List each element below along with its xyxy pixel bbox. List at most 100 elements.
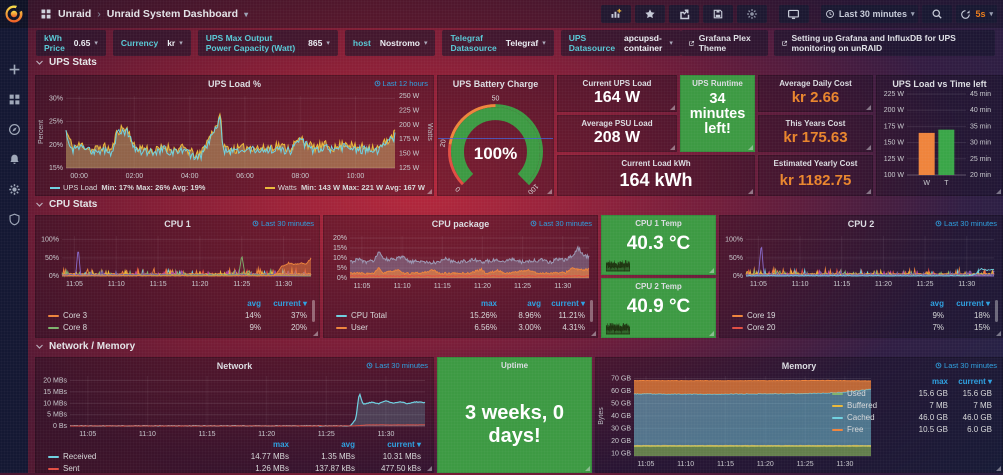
save-button[interactable] <box>702 5 733 23</box>
legend-col-max[interactable]: max <box>931 377 948 386</box>
alerting-bell-icon[interactable] <box>0 144 28 174</box>
configuration-gear-icon[interactable] <box>0 174 28 204</box>
panel-resize-handle[interactable] <box>591 331 596 336</box>
legend-series-watts[interactable]: Watts Min: 143 W Max: 221 W Avg: 167 W <box>264 183 425 192</box>
legend-series-core-20[interactable]: Core 20 <box>732 322 898 334</box>
legend-series-core-19[interactable]: Core 19 <box>732 310 898 322</box>
legend-series-user[interactable]: User <box>336 322 453 334</box>
legend-col-avg[interactable]: avg <box>247 299 261 308</box>
row-header-ups-stats[interactable]: UPS Stats <box>35 57 97 68</box>
star-button[interactable] <box>634 5 665 23</box>
panel-time-range[interactable]: Last 30 minutes <box>935 361 997 370</box>
panel-time-range[interactable]: Last 30 minutes <box>252 219 314 228</box>
legend-series-buffered[interactable]: Buffered <box>832 400 904 412</box>
legend-series-ups-load[interactable]: UPS Load Min: 17% Max: 26% Avg: 19% <box>50 183 205 192</box>
panel-time-range[interactable]: Last 30 minutes <box>366 361 428 370</box>
variable-currency[interactable]: Currency kr ▾ <box>112 30 191 56</box>
panel-resize-handle[interactable] <box>547 189 552 194</box>
panel-title[interactable]: CPU 1 <box>164 219 191 229</box>
panel-resize-handle[interactable] <box>670 105 675 110</box>
legend-series-core-3[interactable]: Core 3 <box>48 310 215 322</box>
cpu2-chart[interactable] <box>720 216 1002 337</box>
legend-scrollbar[interactable] <box>590 300 593 322</box>
legend-series-core-8[interactable]: Core 8 <box>48 322 215 334</box>
panel-title[interactable]: UPS Runtime <box>692 79 743 88</box>
row-header-cpu-stats[interactable]: CPU Stats <box>35 199 97 210</box>
legend-col-current[interactable]: current ▾ <box>958 377 992 386</box>
explore-icon[interactable] <box>0 114 28 144</box>
zoom-out-button[interactable] <box>922 5 953 23</box>
share-button[interactable] <box>668 5 699 23</box>
panel-title[interactable]: Network <box>216 361 253 371</box>
legend-col-avg[interactable]: avg <box>527 299 541 308</box>
legend-col-max[interactable]: max <box>272 440 289 449</box>
panel-title[interactable]: Average PSU Load <box>581 119 653 128</box>
panel-title[interactable]: CPU 1 Temp <box>635 219 682 228</box>
panel-title[interactable]: CPU 2 <box>847 219 875 229</box>
panel-resize-handle[interactable] <box>427 189 432 194</box>
panel-resize-handle[interactable] <box>866 189 871 194</box>
panel-resize-handle[interactable] <box>996 466 1001 471</box>
panel-title[interactable]: Current Load kWh <box>621 159 691 168</box>
tv-mode-button[interactable] <box>778 5 809 23</box>
panel-title[interactable]: UPS Load vs Time left <box>892 79 987 89</box>
panel-title[interactable]: UPS Battery Charge <box>452 79 539 89</box>
panel-resize-handle[interactable] <box>709 331 714 336</box>
time-range-picker[interactable]: Last 30 minutes ▾ <box>820 5 919 23</box>
dashboard-link[interactable]: Setting up Grafana and InfluxDB for UPS … <box>773 30 995 56</box>
legend-scrollbar[interactable] <box>312 300 315 322</box>
memory-chart[interactable] <box>596 358 1002 472</box>
panel-time-range[interactable]: Last 30 minutes <box>935 219 997 228</box>
variable-ups-max-output-power-capacity-watt-[interactable]: UPS Max Output Power Capacity (Watt) 865 ▾ <box>197 30 338 56</box>
grafana-logo-icon[interactable] <box>0 0 28 28</box>
legend-col-max[interactable]: max <box>480 299 497 308</box>
dashboard-link[interactable]: Grafana Plex Theme <box>680 30 768 56</box>
legend-series-free[interactable]: Free <box>832 424 904 436</box>
dashboard-title[interactable]: Unraid System Dashboard <box>106 8 239 20</box>
legend-series-cpu-total[interactable]: CPU Total <box>336 310 453 322</box>
server-admin-shield-icon[interactable] <box>0 204 28 234</box>
panel-resize-handle[interactable] <box>427 466 432 471</box>
panel-title[interactable]: CPU package <box>431 219 490 229</box>
legend-series-received[interactable]: Received <box>48 451 223 463</box>
panel-title[interactable]: Average Daily Cost <box>779 79 852 88</box>
panel-title[interactable]: UPS Load % <box>207 79 261 89</box>
panel-time-range[interactable]: Last 12 hours <box>374 79 428 88</box>
legend-scrollbar[interactable] <box>995 300 998 322</box>
ups-load-vs-time-chart[interactable] <box>877 76 1002 195</box>
panel-time-range[interactable]: Last 30 minutes <box>530 219 592 228</box>
panel-resize-handle[interactable] <box>670 145 675 150</box>
refresh-interval-label[interactable]: 5s <box>975 9 986 19</box>
panel-resize-handle[interactable] <box>313 331 318 336</box>
legend-col-avg[interactable]: avg <box>930 299 944 308</box>
panel-resize-handle[interactable] <box>748 189 753 194</box>
panel-resize-handle[interactable] <box>996 189 1001 194</box>
dashboard-settings-button[interactable] <box>736 5 767 23</box>
cpu-package-chart[interactable] <box>324 216 597 337</box>
row-header-network-memory[interactable]: Network / Memory <box>35 341 135 352</box>
chevron-down-icon[interactable]: ▾ <box>989 11 993 18</box>
panel-resize-handle[interactable] <box>585 466 590 471</box>
legend-series-sent[interactable]: Sent <box>48 463 223 475</box>
ups-load-chart[interactable] <box>36 76 433 195</box>
refresh-button[interactable]: 5s ▾ <box>956 5 997 23</box>
legend-series-used[interactable]: Used <box>832 388 904 400</box>
panel-resize-handle[interactable] <box>996 331 1001 336</box>
panel-title[interactable]: CPU 2 Temp <box>635 282 682 291</box>
panel-title[interactable]: This Years Cost <box>785 119 846 128</box>
breadcrumb[interactable]: Unraid › Unraid System Dashboard ▾ <box>40 8 248 20</box>
chevron-down-icon[interactable]: ▾ <box>244 9 249 19</box>
battery-gauge[interactable] <box>438 88 553 194</box>
breadcrumb-folder[interactable]: Unraid <box>58 8 92 20</box>
legend-col-current[interactable]: current ▾ <box>551 299 585 308</box>
variable-telegraf-datasource[interactable]: Telegraf Datasource Telegraf ▾ <box>442 30 554 56</box>
legend-col-avg[interactable]: avg <box>341 440 355 449</box>
legend-col-current[interactable]: current ▾ <box>273 299 307 308</box>
panel-title[interactable]: Current UPS Load <box>582 79 652 88</box>
panel-resize-handle[interactable] <box>866 145 871 150</box>
legend-col-current[interactable]: current ▾ <box>387 440 421 449</box>
panel-resize-handle[interactable] <box>709 268 714 273</box>
add-panel-button[interactable] <box>600 5 631 23</box>
panel-title[interactable]: Uptime <box>500 361 529 370</box>
legend-series-cached[interactable]: Cached <box>832 412 904 424</box>
